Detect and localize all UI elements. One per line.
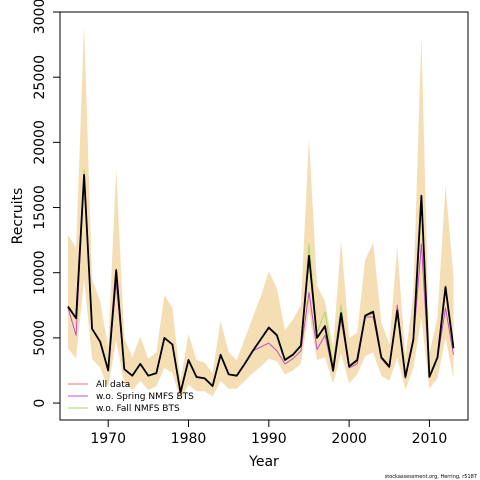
- y-axis-title: Recruits: [10, 188, 26, 245]
- series-layer: [67, 169, 455, 394]
- x-tick-label: 2010: [412, 431, 448, 447]
- credit-text: stockassessment.org, Herring, r5187: [385, 474, 477, 480]
- x-axis-title: Year: [248, 454, 279, 470]
- y-tick-label: 30000: [32, 0, 48, 34]
- legend: All data w.o. Spring NMFS BTS w.o. Fall NM…: [68, 380, 194, 414]
- x-tick-label: 1990: [251, 431, 287, 447]
- legend-label: All data: [96, 380, 130, 390]
- series-line-estimate: [67, 173, 455, 394]
- y-tick-label: 10000: [32, 250, 48, 295]
- x-axis: 1970 1980 1990 2000 2010: [90, 419, 448, 447]
- y-tick-label: 15000: [32, 185, 48, 230]
- y-tick-label: 20000: [32, 120, 48, 165]
- legend-label: w.o. Spring NMFS BTS: [96, 392, 194, 402]
- confidence-band: [68, 25, 454, 401]
- y-tick-label: 5000: [32, 320, 48, 356]
- x-tick-label: 1970: [90, 431, 126, 447]
- y-tick-label: 0: [32, 399, 48, 408]
- legend-label: w.o. Fall NMFS BTS: [96, 404, 180, 414]
- x-tick-label: 1980: [171, 431, 207, 447]
- y-axis: 0 5000 10000 15000 20000 25000 30000: [32, 0, 61, 408]
- confidence-band-layer: [68, 25, 454, 401]
- y-tick-label: 25000: [32, 55, 48, 100]
- x-tick-label: 2000: [331, 431, 367, 447]
